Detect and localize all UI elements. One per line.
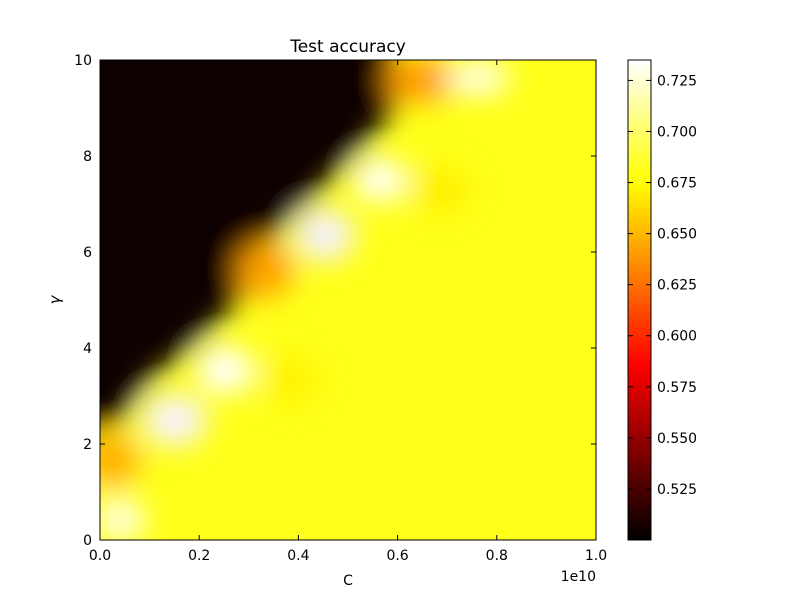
colorbar-tick-label: 0.600	[657, 329, 697, 345]
boundary-peak	[446, 60, 510, 96]
y-tick-label: 10	[74, 53, 92, 69]
colorbar-tick-label: 0.575	[657, 380, 697, 396]
x-tick-label: 0.4	[287, 548, 309, 564]
colorbar-tick-label: 0.675	[657, 176, 697, 192]
boundary-orange-spot	[100, 434, 140, 486]
y-tick-label: 2	[83, 437, 92, 453]
heatmap-plot	[100, 60, 596, 540]
x-tick-label: 0.2	[188, 548, 210, 564]
boundary-peak	[197, 346, 253, 394]
colorbar-tick-label: 0.700	[657, 124, 697, 140]
boundary-peak	[354, 158, 406, 202]
colorbar: 0.525 0.550 0.575 0.600 0.625 0.650 0.675 0.700…	[627, 59, 697, 541]
x-axis-label: C	[343, 573, 353, 589]
colorbar-tick-label: 0.650	[657, 227, 697, 243]
colorbar-tick-label: 0.625	[657, 278, 697, 294]
boundary-peak	[100, 498, 146, 540]
colorbar-ticks: 0.525 0.550 0.575 0.600 0.625 0.650 0.675 0.700…	[628, 73, 697, 498]
colorbar-tick-label: 0.725	[657, 73, 697, 89]
y-axis-ticks: 0 2 4 6 8 10	[74, 53, 596, 549]
y-tick-label: 6	[83, 245, 92, 261]
low-accuracy-region	[100, 60, 395, 427]
heatmap-field	[100, 60, 510, 540]
y-axis-label: γ	[46, 294, 64, 304]
chart-title: Test accuracy	[289, 37, 406, 57]
x-tick-label: 0.8	[486, 548, 508, 564]
yellow-patch	[262, 356, 318, 404]
boundary-orange-spot	[385, 60, 455, 102]
y-tick-label: 8	[83, 149, 92, 165]
boundary-orange-spot	[237, 242, 293, 298]
colorbar-tick-label: 0.525	[657, 482, 697, 498]
x-tick-label: 0.0	[89, 548, 111, 564]
y-tick-label: 0	[83, 533, 92, 549]
x-axis-ticks: 0.0 0.2 0.4 0.6 0.8 1.0	[89, 60, 607, 564]
axes-frame	[99, 59, 597, 541]
yellow-patch	[410, 166, 470, 214]
colorbar-gradient	[627, 59, 652, 541]
colorbar-tick-label: 0.550	[657, 431, 697, 447]
x-axis-offset-label: 1e10	[561, 569, 596, 585]
y-tick-label: 4	[83, 341, 92, 357]
boundary-peak	[295, 209, 355, 261]
x-tick-label: 1.0	[585, 548, 607, 564]
boundary-peak	[143, 394, 207, 446]
x-tick-label: 0.6	[386, 548, 408, 564]
